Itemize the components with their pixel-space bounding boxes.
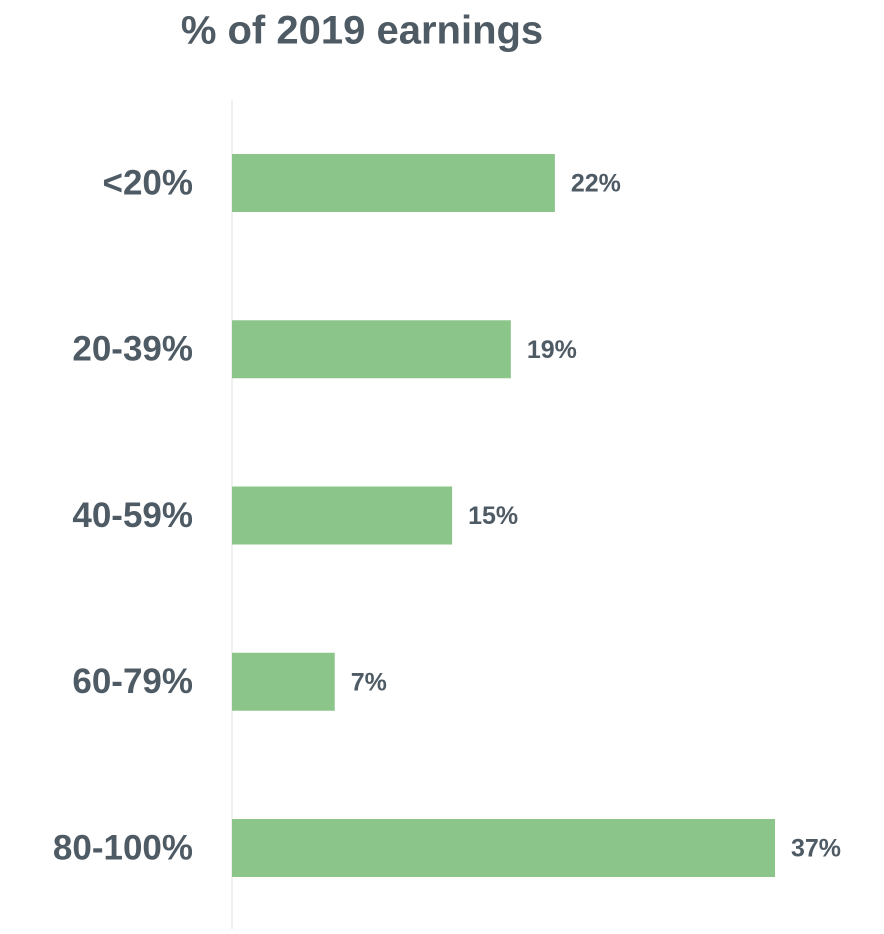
category-label: 40-59% <box>72 496 193 535</box>
bar <box>232 154 555 212</box>
value-label: 22% <box>571 170 621 198</box>
category-label: <20% <box>103 163 194 202</box>
bar <box>232 486 453 545</box>
category-label: 20-39% <box>72 330 193 369</box>
value-label: 19% <box>527 336 577 364</box>
bar <box>232 320 511 379</box>
value-label: 15% <box>468 502 518 530</box>
value-label: 37% <box>791 835 841 863</box>
bar <box>232 819 775 877</box>
category-label: 60-79% <box>72 662 193 701</box>
category-label: 80-100% <box>53 828 193 867</box>
chart-title: % of 2019 earnings <box>181 9 543 53</box>
value-label: 7% <box>351 668 387 696</box>
bar <box>232 652 335 711</box>
